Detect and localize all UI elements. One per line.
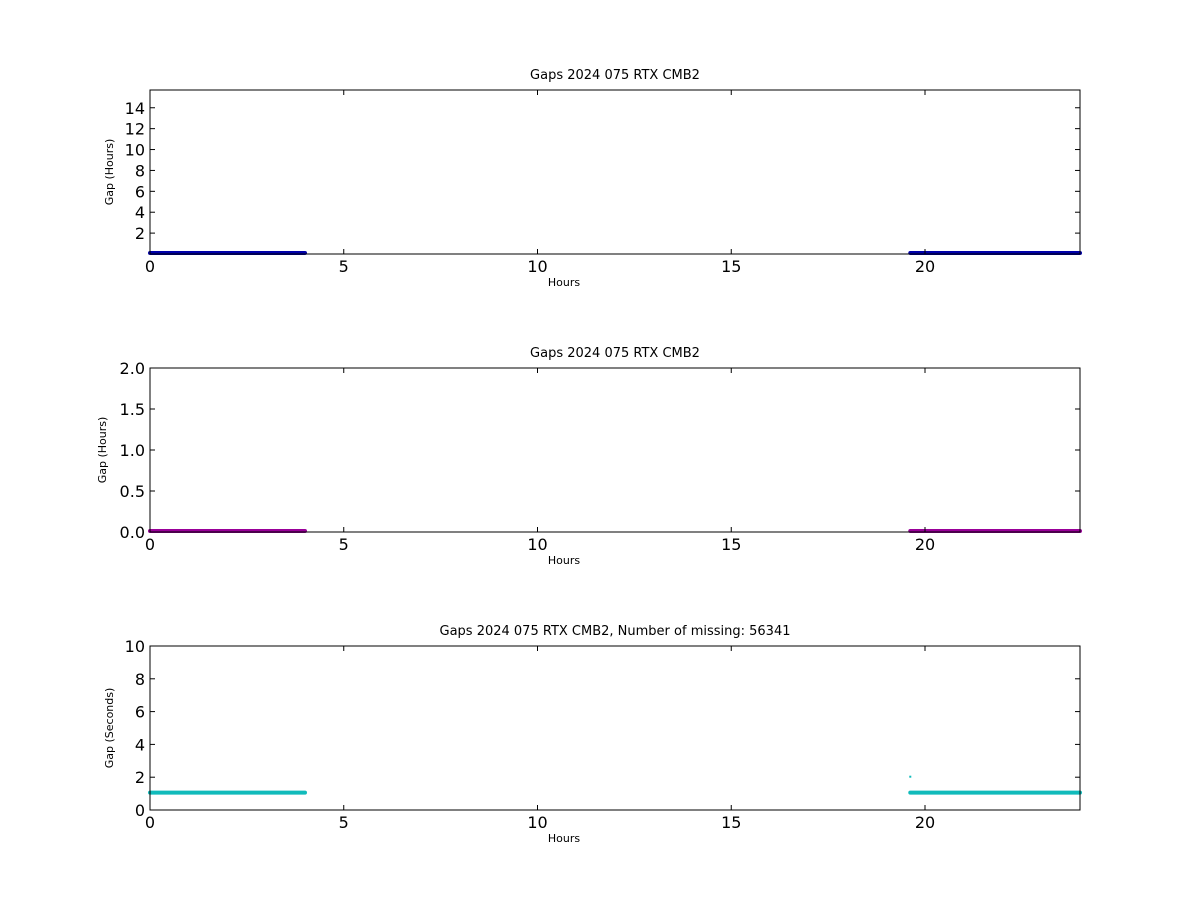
x-tick-label: 10 <box>527 257 547 276</box>
x-tick-label: 5 <box>339 257 349 276</box>
y-tick-label: 8 <box>135 161 145 180</box>
x-tick-label: 20 <box>915 535 935 554</box>
x-tick-label: 5 <box>339 813 349 832</box>
axes-frame <box>149 89 1081 255</box>
data-point <box>909 775 912 778</box>
y-tick-label: 8 <box>135 670 145 689</box>
y-tick-label: 0.5 <box>120 482 145 501</box>
x-tick-label: 15 <box>721 257 741 276</box>
x-tick-label: 20 <box>915 813 935 832</box>
gap-hours-panel-middle: Gaps 2024 075 RTX CMB2 Hours Gap (Hours)… <box>96 346 1082 567</box>
y-tick-label: 10 <box>125 141 145 160</box>
y-tick-label: 10 <box>125 637 145 656</box>
x-tick-label: 15 <box>721 813 741 832</box>
x-tick-label: 10 <box>527 535 547 554</box>
gap-seconds-panel-bottom: Gaps 2024 075 RTX CMB2, Number of missin… <box>103 624 1082 845</box>
axes-frame <box>149 367 1081 533</box>
axes-frame <box>149 645 1081 811</box>
y-tick-label: 0.0 <box>120 523 145 542</box>
y-tick-label: 6 <box>135 703 145 722</box>
gap-hours-panel-top: Gaps 2024 075 RTX CMB2 Hours Gap (Hours)… <box>103 68 1082 289</box>
x-axis-label: Hours <box>548 554 580 567</box>
y-tick-label: 2 <box>135 768 145 787</box>
y-tick-label: 4 <box>135 735 145 754</box>
y-axis-label: Gap (Hours) <box>96 417 109 484</box>
y-axis-label: Gap (Hours) <box>103 139 116 206</box>
x-tick-label: 15 <box>721 535 741 554</box>
x-axis-label: Hours <box>548 276 580 289</box>
y-tick-label: 12 <box>125 120 145 139</box>
y-tick-label: 4 <box>135 203 145 222</box>
x-axis-label: Hours <box>548 832 580 845</box>
y-tick-label: 6 <box>135 182 145 201</box>
y-tick-label: 2.0 <box>120 359 145 378</box>
x-tick-label: 0 <box>145 813 155 832</box>
x-tick-label: 0 <box>145 257 155 276</box>
x-tick-label: 0 <box>145 535 155 554</box>
y-tick-label: 1.0 <box>120 441 145 460</box>
y-axis-label: Gap (Seconds) <box>103 688 116 769</box>
x-tick-label: 5 <box>339 535 349 554</box>
y-tick-label: 1.5 <box>120 400 145 419</box>
y-tick-label: 14 <box>125 99 145 118</box>
chart-title: Gaps 2024 075 RTX CMB2 <box>530 346 700 361</box>
chart-title: Gaps 2024 075 RTX CMB2, Number of missin… <box>440 624 791 639</box>
x-tick-label: 20 <box>915 257 935 276</box>
y-tick-label: 0 <box>135 801 145 820</box>
x-tick-label: 10 <box>527 813 547 832</box>
chart-title: Gaps 2024 075 RTX CMB2 <box>530 68 700 83</box>
y-tick-label: 2 <box>135 224 145 243</box>
